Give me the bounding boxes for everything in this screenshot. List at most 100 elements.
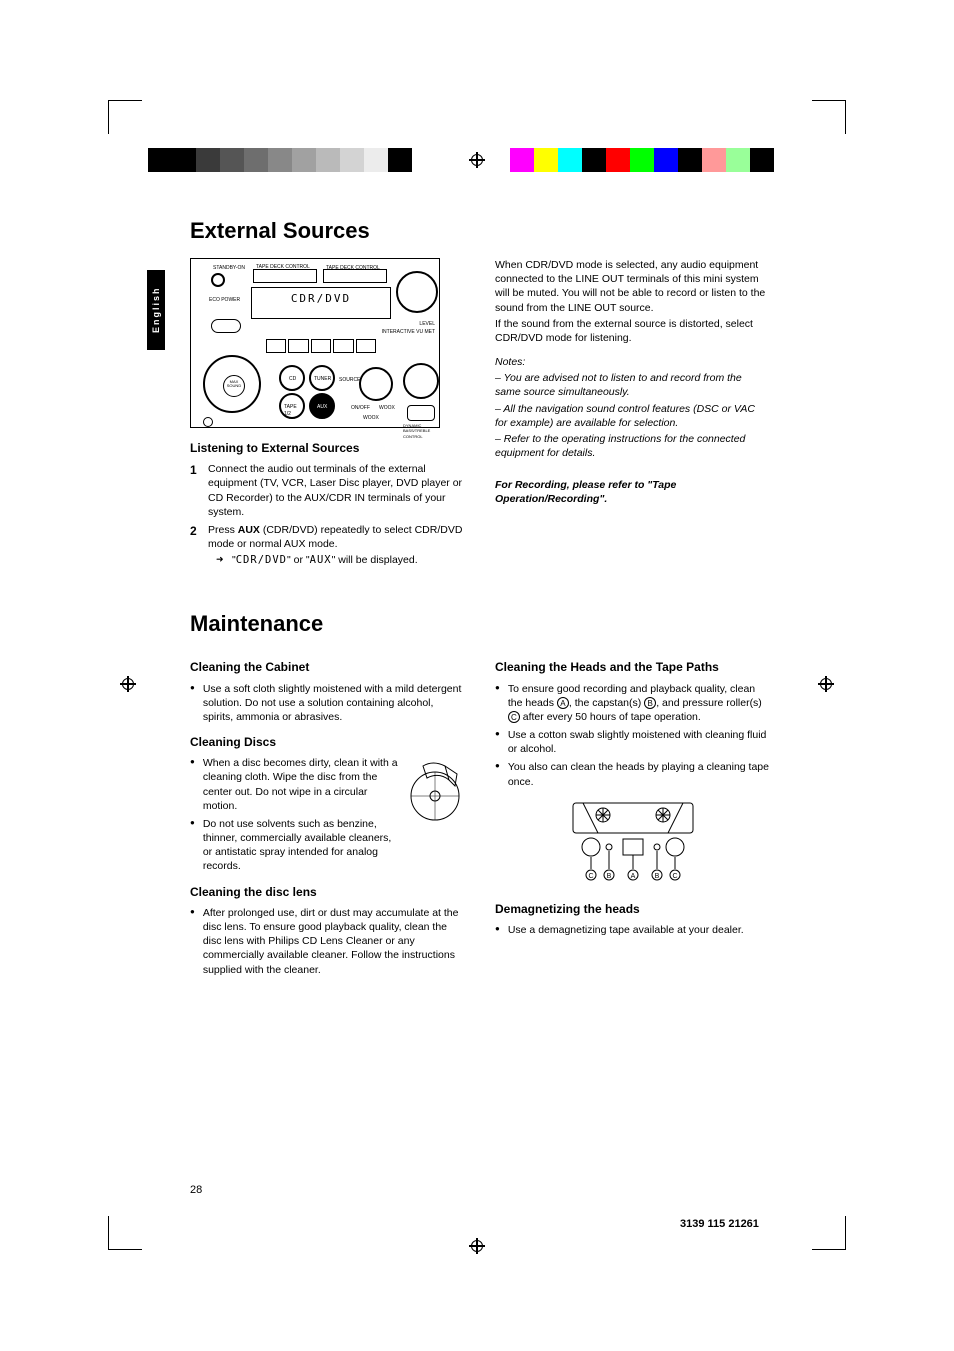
label-source: SOURCE [339, 377, 360, 384]
bullet-text: Do not use solvents such as benzine, thi… [203, 817, 399, 874]
tape-head-illustration: C B A B C [543, 797, 723, 891]
bullet-text: Use a demagnetizing tape available at yo… [508, 923, 770, 937]
section-title-external-sources: External Sources [190, 218, 770, 244]
section-title-maintenance: Maintenance [190, 611, 770, 637]
bullet-item: Use a soft cloth slightly moistened with… [190, 682, 465, 725]
note-item: – Refer to the operating instructions fo… [495, 432, 770, 460]
step-number: 2 [190, 523, 200, 568]
label-tape: TAPE 1/2 [284, 404, 303, 418]
paragraph: When CDR/DVD mode is selected, any audio… [495, 258, 770, 315]
display-text: CDR/DVD [236, 554, 287, 566]
language-tab: English [147, 270, 165, 350]
cd-button-icon: CD [279, 365, 305, 391]
bullet-item: You also can clean the heads by playing … [495, 760, 770, 788]
bullet-text: Use a soft cloth slightly moistened with… [203, 682, 465, 725]
label-level: LEVEL [419, 321, 435, 328]
label-eco: ECO POWER [209, 297, 240, 304]
tape-button-icon: TAPE 1/2 [279, 393, 305, 419]
note-item: – All the navigation sound control featu… [495, 402, 770, 430]
bullet-item: Use a demagnetizing tape available at yo… [495, 923, 770, 937]
label-c: C [588, 873, 593, 880]
bullet-item: To ensure good recording and playback qu… [495, 682, 770, 725]
display-text: AUX [310, 554, 332, 566]
manual-page: English External Sources STANDBY-ON ECO … [0, 0, 954, 1351]
label-tuner: TUNER [314, 376, 331, 383]
bullet-text: When a disc becomes dirty, clean it with… [203, 756, 399, 813]
label-a: A [630, 873, 635, 880]
disc-cleaning-illustration [405, 756, 465, 826]
step-text-a: Press [208, 524, 238, 536]
circled-b-icon: B [644, 697, 656, 709]
tape-control-1: TAPE DECK CONTROL [253, 269, 317, 283]
left-column: STANDBY-ON ECO POWER TAPE DECK CONTROL T… [190, 258, 465, 571]
note-item: – You are advised not to listen to and r… [495, 371, 770, 399]
registration-strip-left [148, 148, 412, 172]
heading-listening: Listening to External Sources [190, 440, 465, 456]
dsc-control-icon [407, 405, 435, 421]
paragraph: If the sound from the external source is… [495, 317, 770, 345]
label-woox: WOOX [379, 405, 395, 412]
notes-block: Notes: – You are advised not to listen t… [495, 355, 770, 460]
notes-heading: Notes: [495, 355, 770, 369]
left-column: Cleaning the Cabinet Use a soft cloth sl… [190, 649, 465, 980]
quote: " will be displayed. [332, 554, 418, 566]
two-column-layout: Cleaning the Cabinet Use a soft cloth sl… [190, 649, 770, 980]
quote: " or " [287, 554, 310, 566]
step-1: 1 Connect the audio out terminals of the… [190, 462, 465, 519]
label-woox2: WOOX [363, 415, 379, 422]
label-standby: STANDBY-ON [213, 265, 245, 272]
bullet-text: To ensure good recording and playback qu… [508, 682, 770, 725]
heading-demag: Demagnetizing the heads [495, 901, 770, 917]
label-tape2: TAPE DECK CONTROL [326, 265, 380, 271]
bullet-text: Use a cotton swab slightly moistened wit… [508, 728, 770, 756]
right-column: Cleaning the Heads and the Tape Paths To… [495, 649, 770, 980]
label-interactive: INTERACTIVE VU MET [382, 329, 435, 336]
text-frag: , the capstan(s) [569, 697, 644, 709]
step-number: 1 [190, 462, 200, 519]
part-number: 3139 115 21261 [680, 1218, 759, 1230]
volume-knob-icon [403, 363, 439, 399]
step-text-bold: AUX [238, 524, 260, 536]
bullet-item: When a disc becomes dirty, clean it with… [190, 756, 399, 813]
registration-crosshair-icon [120, 676, 136, 692]
max-sound-icon: MAX SOUND [223, 375, 245, 397]
registration-crosshair-icon [469, 1238, 485, 1254]
standby-button-icon [211, 273, 225, 287]
registration-crosshair-icon [469, 152, 485, 168]
label-tape1: TAPE DECK CONTROL [256, 264, 310, 276]
label-b: B [654, 873, 659, 880]
aux-button-icon: AUX [309, 393, 335, 419]
label-aux: AUX [317, 404, 327, 411]
heading-discs: Cleaning Discs [190, 734, 465, 750]
for-recording-note: For Recording, please refer to "Tape Ope… [495, 478, 770, 506]
content-area: External Sources STANDBY-ON ECO POWER TA… [190, 218, 770, 981]
step-2: 2 Press AUX (CDR/DVD) repeatedly to sele… [190, 523, 465, 568]
step-text: Connect the audio out terminals of the e… [208, 462, 465, 519]
heading-cabinet: Cleaning the Cabinet [190, 659, 465, 675]
tuner-button-icon: TUNER [309, 365, 335, 391]
circled-c-icon: C [508, 711, 520, 723]
crop-mark [812, 100, 846, 134]
device-illustration: STANDBY-ON ECO POWER TAPE DECK CONTROL T… [190, 258, 440, 428]
text-frag: after every 50 hours of tape operation. [520, 711, 701, 723]
disc-tray-icon [211, 319, 241, 333]
crop-mark [812, 1216, 846, 1250]
circled-a-icon: A [557, 697, 569, 709]
two-column-layout: STANDBY-ON ECO POWER TAPE DECK CONTROL T… [190, 258, 770, 571]
tape-control-2: TAPE DECK CONTROL [323, 269, 387, 283]
crop-mark [108, 100, 142, 134]
woox-knob-icon [359, 367, 393, 401]
vu-meter-icon [396, 271, 438, 313]
heading-lens: Cleaning the disc lens [190, 884, 465, 900]
bullet-text: After prolonged use, dirt or dust may ac… [203, 906, 465, 977]
heading-heads: Cleaning the Heads and the Tape Paths [495, 659, 770, 675]
bullet-text: You also can clean the heads by playing … [508, 760, 770, 788]
bullet-item: Do not use solvents such as benzine, thi… [190, 817, 399, 874]
registration-crosshair-icon [818, 676, 834, 692]
crop-mark [108, 1216, 142, 1250]
bullet-item: Use a cotton swab slightly moistened wit… [495, 728, 770, 756]
page-number: 28 [190, 1184, 202, 1196]
function-buttons [266, 339, 376, 353]
text-frag: , and pressure roller(s) [656, 697, 762, 709]
headphone-jack-icon [203, 417, 213, 427]
